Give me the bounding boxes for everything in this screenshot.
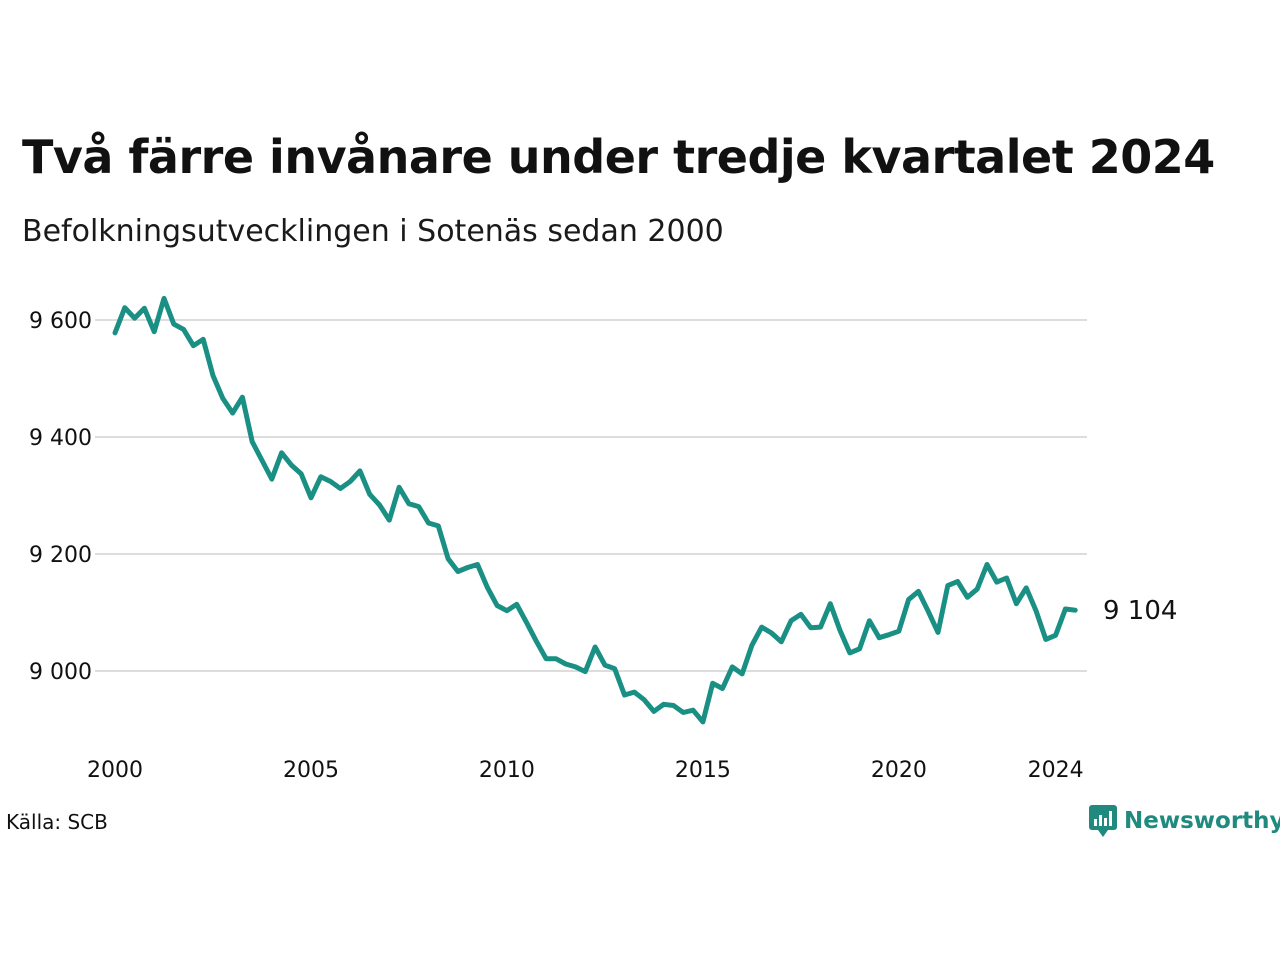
series-group [112,295,1078,725]
brand-name: Newsworthy [1124,808,1280,834]
x-tick-label: 2010 [479,758,535,783]
grid-lines [95,319,1087,672]
x-tick-label: 2005 [283,758,339,783]
x-tick-label: 2024 [1028,758,1084,783]
y-tick-label: 9 600 [29,309,92,334]
end-label-group: 9 104 [1103,596,1177,626]
chart-title: Två färre invånare under tredje kvartale… [22,130,1215,184]
y-axis-tick-labels: 9 000 9 200 9 400 9 600 [29,309,92,685]
brand-logo: Newsworthy [1088,804,1280,838]
chart-subtitle: Befolkningsutvecklingen i Sotenäs sedan … [22,214,724,249]
x-tick-label: 2000 [87,758,143,783]
source-note: Källa: SCB [6,810,108,834]
x-axis-tick-labels: 2000 2005 2010 2015 2020 2024 [87,758,1084,783]
y-tick-label: 9 200 [29,543,92,568]
y-tick-label: 9 400 [29,426,92,451]
end-value-label: 9 104 [1103,596,1177,626]
y-tick-label: 9 000 [29,660,92,685]
newsworthy-logo-icon [1089,805,1117,837]
series-line [112,295,1078,725]
x-tick-label: 2020 [871,758,927,783]
x-tick-label: 2015 [675,758,731,783]
